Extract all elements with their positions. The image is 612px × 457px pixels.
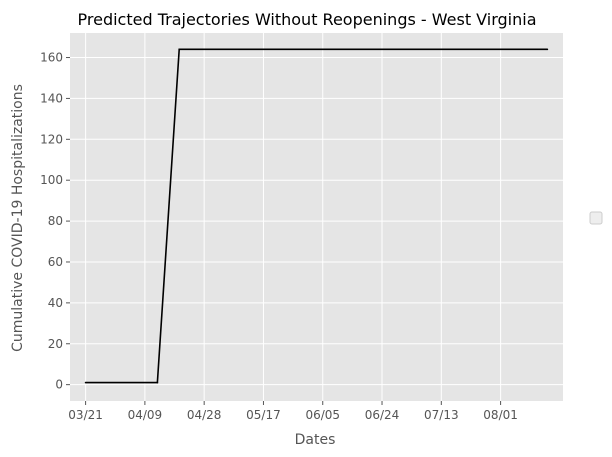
y-tick-label: 60 — [48, 255, 63, 269]
data-point — [156, 381, 159, 384]
x-tick-label: 08/01 — [483, 408, 518, 422]
y-tick-label: 160 — [40, 51, 63, 65]
y-tick-label: 20 — [48, 337, 63, 351]
y-gridlines — [70, 57, 563, 386]
plot-area — [70, 33, 563, 401]
x-tick-label: 06/05 — [305, 408, 340, 422]
data-point — [546, 48, 549, 51]
data-point — [84, 381, 87, 384]
data-point — [178, 48, 181, 51]
chart-title: Predicted Trajectories Without Reopening… — [78, 10, 537, 29]
y-tick-label: 100 — [40, 173, 63, 187]
x-tick-label: 04/28 — [187, 408, 222, 422]
y-tick-label: 0 — [55, 378, 63, 392]
x-tick-label: 03/21 — [68, 408, 103, 422]
x-tick-label: 06/24 — [365, 408, 400, 422]
y-tick-label: 120 — [40, 132, 63, 146]
series-layer — [84, 48, 549, 384]
x-tick-label: 04/09 — [128, 408, 163, 422]
series-line — [85, 48, 548, 384]
y-tick-label: 40 — [48, 296, 63, 310]
x-tick-label: 07/13 — [424, 408, 459, 422]
x-gridlines — [85, 33, 502, 401]
y-axis-label: Cumulative COVID-19 Hospitalizations — [10, 84, 26, 352]
y-tick-label: 80 — [48, 214, 63, 228]
x-axis-label: Dates — [295, 432, 336, 448]
x-tick-label: 05/17 — [246, 408, 281, 422]
x-axis-ticks: 03/21 04/09 04/28 05/17 06/05 06/24 07/13 08/01 — [68, 401, 518, 422]
legend-box — [589, 211, 603, 225]
y-tick-label: 140 — [40, 91, 63, 105]
y-axis-ticks: 0 20 40 60 80 100 120 140 160 — [40, 51, 70, 392]
